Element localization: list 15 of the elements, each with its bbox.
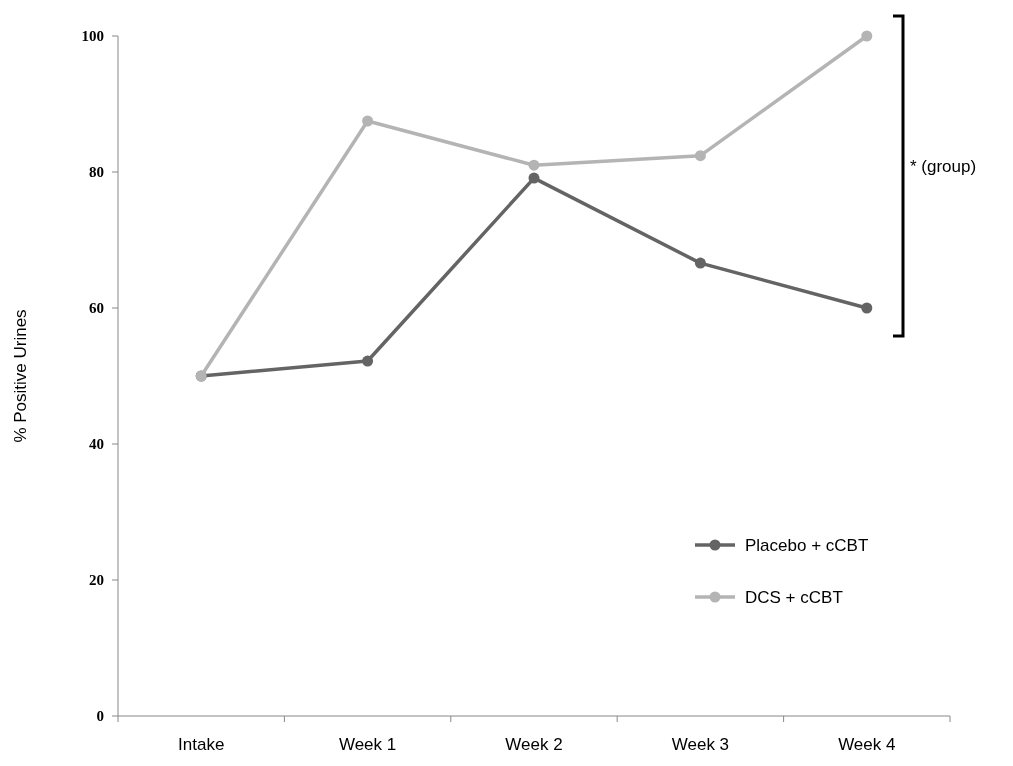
x-tick-label: Intake (178, 735, 225, 754)
legend-label: DCS + cCBT (745, 587, 843, 607)
y-tick-label: 40 (89, 436, 104, 453)
y-tick-label: 20 (89, 572, 104, 589)
y-tick-label: 60 (89, 300, 104, 317)
annotation: * (group) (910, 157, 977, 176)
y-axis-title: % Positive Urines (11, 309, 30, 443)
x-tick-label: Week 2 (505, 735, 563, 754)
legend-label: Placebo + cCBT (745, 535, 869, 555)
y-tick-label: 100 (81, 28, 104, 45)
y-tick-label: 0 (96, 708, 104, 725)
x-tick-label: Week 4 (838, 735, 896, 754)
x-tick-label: Week 1 (338, 735, 397, 754)
x-tick-label: Week 3 (671, 735, 730, 754)
y-tick-label: 80 (89, 164, 104, 181)
